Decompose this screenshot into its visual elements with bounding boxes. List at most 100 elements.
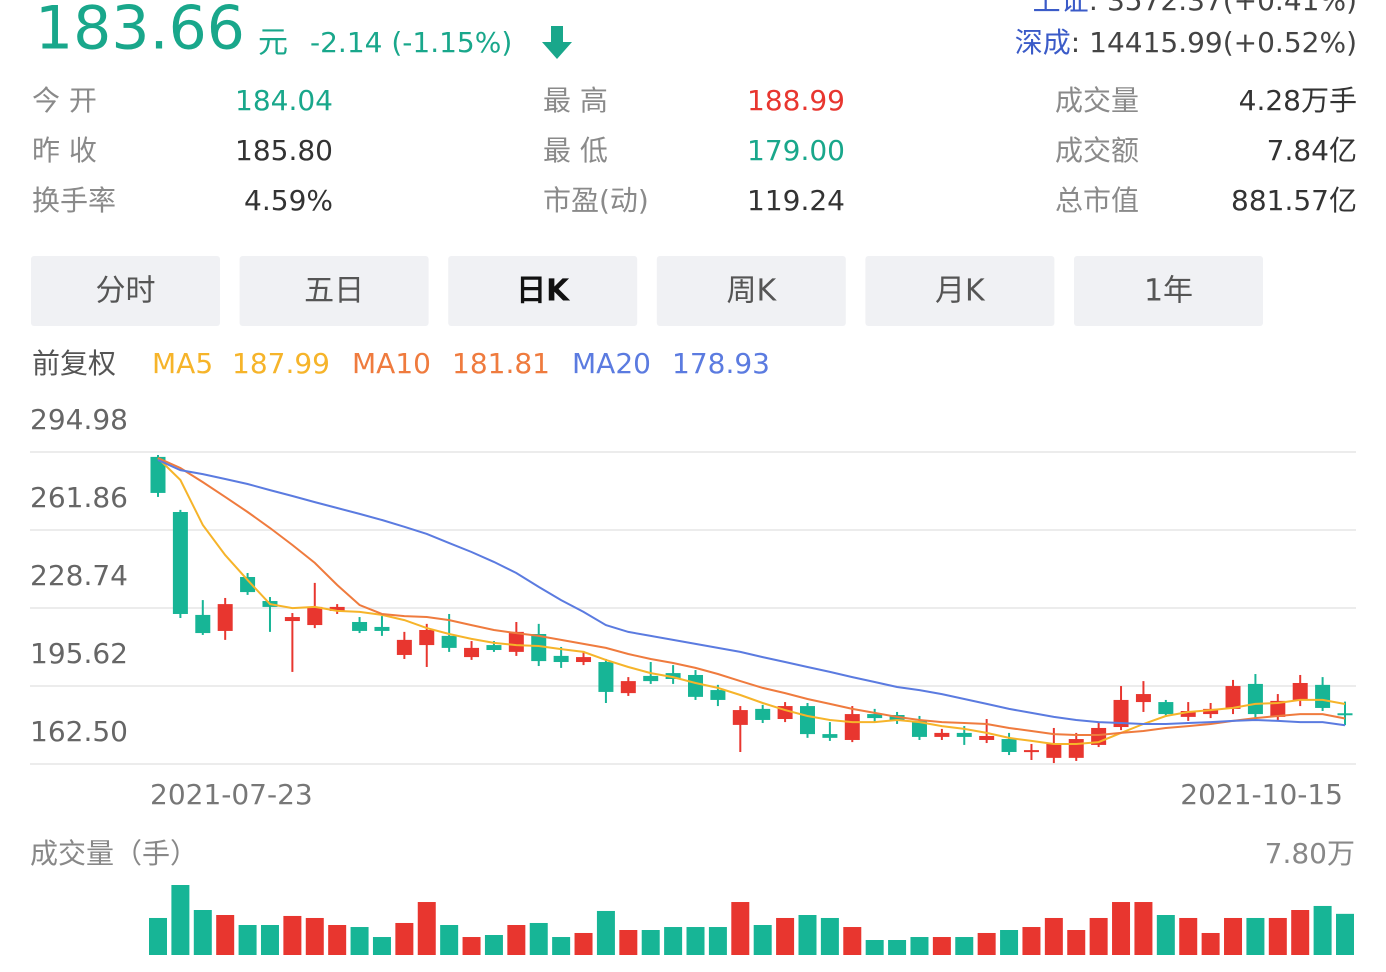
candle-body xyxy=(911,720,927,737)
down-arrow xyxy=(542,26,572,59)
stat-value: 179.00 xyxy=(747,134,845,167)
candle-body xyxy=(1113,699,1129,728)
tab-bg xyxy=(31,256,220,326)
legend-name: MA10 xyxy=(352,347,431,380)
candle-body xyxy=(732,710,748,725)
legend-name: MA5 xyxy=(152,347,213,380)
volume-bar xyxy=(149,917,167,955)
candle-body xyxy=(217,604,233,631)
legend-value: 181.81 xyxy=(452,347,550,380)
tab-bg xyxy=(865,256,1055,326)
candle-body xyxy=(508,631,524,652)
y-tick-label: 261.86 xyxy=(30,481,128,514)
tab-label: 五日 xyxy=(304,274,364,309)
candle-body xyxy=(688,674,704,697)
volume-bar xyxy=(731,902,750,955)
volume-bar xyxy=(708,927,727,955)
ma-line xyxy=(157,459,1346,727)
stat-label: 市盈(动) xyxy=(543,184,649,217)
volume-bar xyxy=(932,937,951,955)
volume-bar xyxy=(1224,917,1243,955)
legend-name: MA20 xyxy=(572,347,651,380)
volume-bar xyxy=(574,932,593,955)
stat-value: 185.80 xyxy=(235,134,333,167)
tab-label: 月K xyxy=(935,274,986,309)
candle-body xyxy=(1068,739,1084,758)
tab[interactable]: 月K xyxy=(865,256,1055,326)
volume-bar xyxy=(910,937,929,955)
volume-bar xyxy=(619,930,638,955)
volume-bar xyxy=(216,915,235,955)
candle-body xyxy=(755,708,771,720)
volume-bar xyxy=(641,930,660,955)
index-value: : 3572.37(+0.41%) xyxy=(1089,0,1357,17)
candle-body xyxy=(1180,711,1196,717)
tab-label: 1年 xyxy=(1144,274,1193,309)
tab-bg xyxy=(239,256,429,326)
candle-body xyxy=(329,606,345,611)
candle-body xyxy=(531,634,547,662)
tab[interactable]: 五日 xyxy=(239,256,429,326)
candle-body xyxy=(150,456,166,493)
stat-value: 119.24 xyxy=(747,184,845,217)
volume-bar xyxy=(328,925,347,955)
candle-body xyxy=(240,577,256,593)
candle-body xyxy=(284,617,300,622)
volume-bar xyxy=(1336,913,1354,955)
index-quote: 深成: 14415.99(+0.52%) xyxy=(1015,26,1357,59)
price-unit: 元 xyxy=(258,26,288,61)
tab[interactable]: 分时 xyxy=(31,256,220,326)
volume-bar xyxy=(1000,930,1019,955)
volume-bar xyxy=(1291,910,1310,955)
y-tick-label: 195.62 xyxy=(30,637,128,670)
volume-bar xyxy=(596,910,615,955)
volume-bar xyxy=(552,937,571,955)
volume-bar xyxy=(440,925,459,955)
stat-label: 换手率 xyxy=(32,184,116,217)
candle-body xyxy=(867,714,883,719)
tab-label: 分时 xyxy=(96,274,156,309)
x-tick-label: 2021-10-15 xyxy=(1180,778,1343,811)
tab-bg xyxy=(1074,256,1263,326)
ma-line xyxy=(157,457,1346,736)
tab-bg xyxy=(656,256,846,326)
volume-bar xyxy=(193,910,212,955)
candle-body xyxy=(419,629,435,646)
candle-body xyxy=(1046,743,1062,758)
candle-body xyxy=(1203,708,1219,715)
stat-value: 7.84亿 xyxy=(1267,134,1357,167)
index-value: : 14415.99(+0.52%) xyxy=(1071,26,1357,59)
index-name: 上证 xyxy=(1033,0,1089,17)
volume-bar xyxy=(955,937,974,955)
volume-tick-label: 7.80万 xyxy=(1265,837,1355,870)
volume-bar xyxy=(1022,927,1041,955)
candle-body xyxy=(1247,683,1263,715)
candle-body xyxy=(374,626,390,631)
volume-label: 成交量（手） xyxy=(30,837,198,870)
volume-bar xyxy=(238,925,257,955)
tab[interactable]: 周K xyxy=(656,256,846,326)
tab[interactable]: 1年 xyxy=(1074,256,1263,326)
legend-value: 178.93 xyxy=(672,347,770,380)
stat-label: 总市值 xyxy=(1055,184,1139,217)
candle-body xyxy=(1225,686,1241,709)
stat-value: 184.04 xyxy=(235,84,333,117)
candle-body xyxy=(1337,713,1353,716)
volume-bar xyxy=(462,937,481,955)
volume-bar xyxy=(417,902,436,955)
volume-bar xyxy=(372,937,391,955)
volume-bar xyxy=(484,935,503,955)
candle-body xyxy=(710,690,726,700)
volume-bar xyxy=(260,925,279,955)
price: 183.66 xyxy=(35,0,245,64)
candle-body xyxy=(844,714,860,740)
candle-body xyxy=(643,675,659,682)
candle-body xyxy=(307,606,323,626)
volume-bar xyxy=(798,915,817,955)
volume-bar xyxy=(171,885,190,955)
tab[interactable]: 日K xyxy=(448,256,638,326)
tab-label: 日K xyxy=(516,274,571,309)
candle-body xyxy=(889,715,905,721)
